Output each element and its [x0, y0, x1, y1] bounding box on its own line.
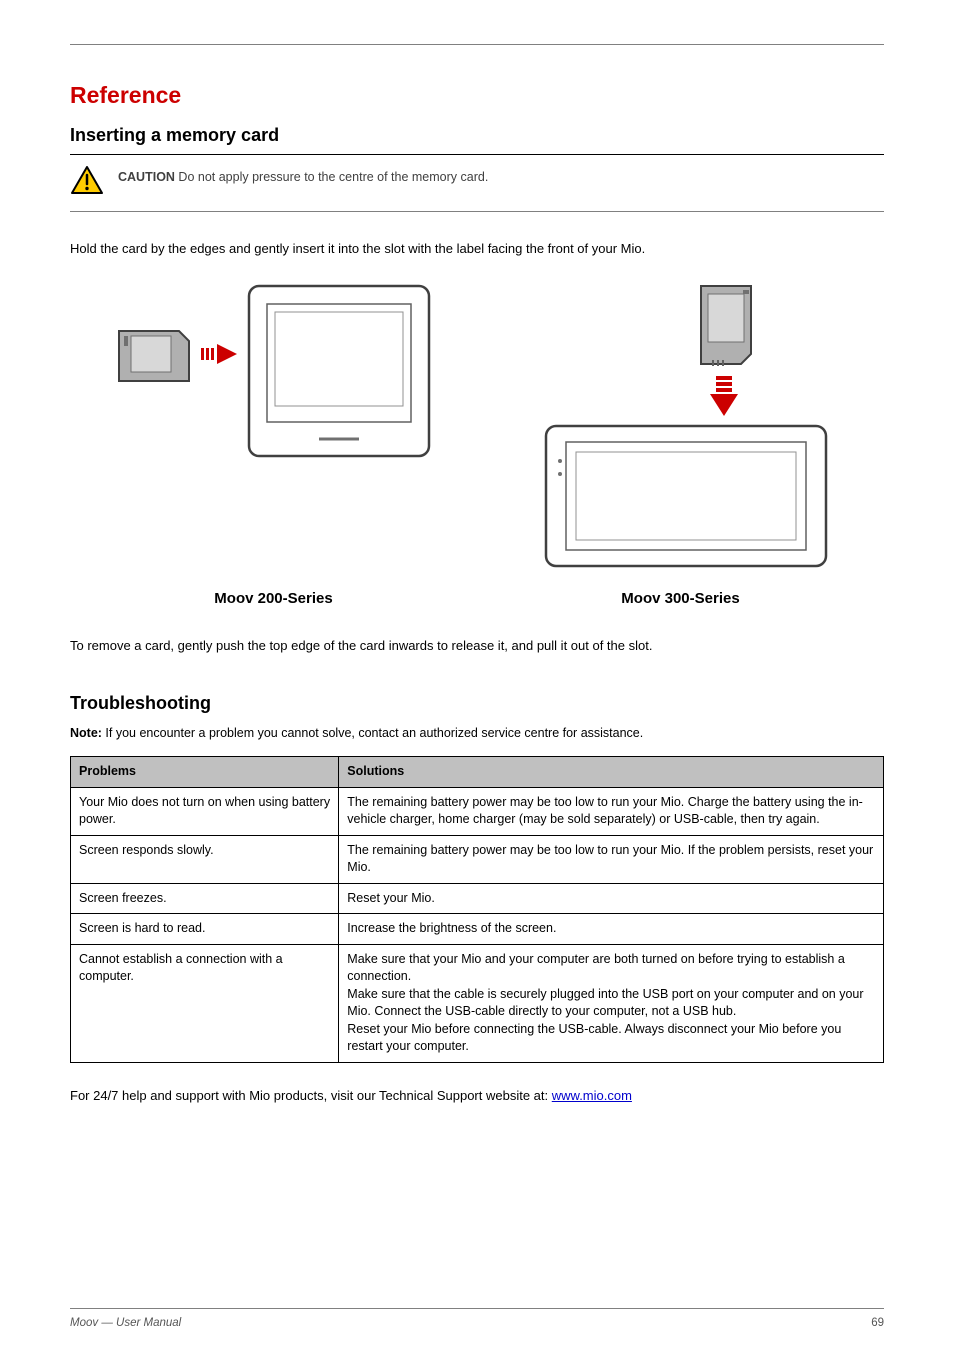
caution-text: CAUTION Do not apply pressure to the cen… [118, 165, 488, 187]
caption-300: Moov 300-Series [477, 588, 884, 609]
footer-title: Moov — User Manual [70, 1315, 181, 1331]
diagram-200 [70, 276, 477, 576]
table-row: Your Mio does not turn on when using bat… [71, 787, 884, 835]
table-row: Screen responds slowly.The remaining bat… [71, 835, 884, 883]
online-support-text: For 24/7 help and support with Mio produ… [70, 1088, 552, 1103]
table-cell: The remaining battery power may be too l… [339, 787, 884, 835]
caption-200: Moov 200-Series [70, 588, 477, 609]
table-cell: Screen freezes. [71, 883, 339, 914]
support-link[interactable]: www.mio.com [552, 1088, 632, 1103]
heading-reference: Reference [70, 79, 884, 111]
caution-label: CAUTION [118, 170, 175, 184]
caution-block: CAUTION Do not apply pressure to the cen… [70, 159, 884, 212]
online-support: For 24/7 help and support with Mio produ… [70, 1087, 884, 1105]
table-row: Cannot establish a connection with a com… [71, 944, 884, 1062]
ts-col-problems: Problems [71, 757, 339, 788]
ts-note-prefix: Note: [70, 726, 105, 740]
troubleshooting-note: Note: If you encounter a problem you can… [70, 725, 884, 743]
table-cell: Screen is hard to read. [71, 914, 339, 945]
table-row: Screen is hard to read.Increase the brig… [71, 914, 884, 945]
table-cell: Your Mio does not turn on when using bat… [71, 787, 339, 835]
ts-col-solutions: Solutions [339, 757, 884, 788]
table-cell: Make sure that your Mio and your compute… [339, 944, 884, 1062]
table-cell: Cannot establish a connection with a com… [71, 944, 339, 1062]
table-cell: Reset your Mio. [339, 883, 884, 914]
table-row: Screen freezes.Reset your Mio. [71, 883, 884, 914]
troubleshooting-table: Problems Solutions Your Mio does not tur… [70, 756, 884, 1063]
caution-body: Do not apply pressure to the centre of t… [175, 170, 488, 184]
intro-text: Hold the card by the edges and gently in… [70, 240, 884, 258]
caution-icon [70, 165, 104, 201]
table-cell: Screen responds slowly. [71, 835, 339, 883]
table-cell: Increase the brightness of the screen. [339, 914, 884, 945]
remove-text: To remove a card, gently push the top ed… [70, 637, 884, 655]
footer-page: 69 [871, 1315, 884, 1331]
heading-troubleshooting: Troubleshooting [70, 691, 884, 716]
ts-note-body: If you encounter a problem you cannot so… [105, 726, 643, 740]
diagram-300 [477, 276, 884, 576]
heading-memory-card: Inserting a memory card [70, 123, 884, 148]
table-cell: The remaining battery power may be too l… [339, 835, 884, 883]
